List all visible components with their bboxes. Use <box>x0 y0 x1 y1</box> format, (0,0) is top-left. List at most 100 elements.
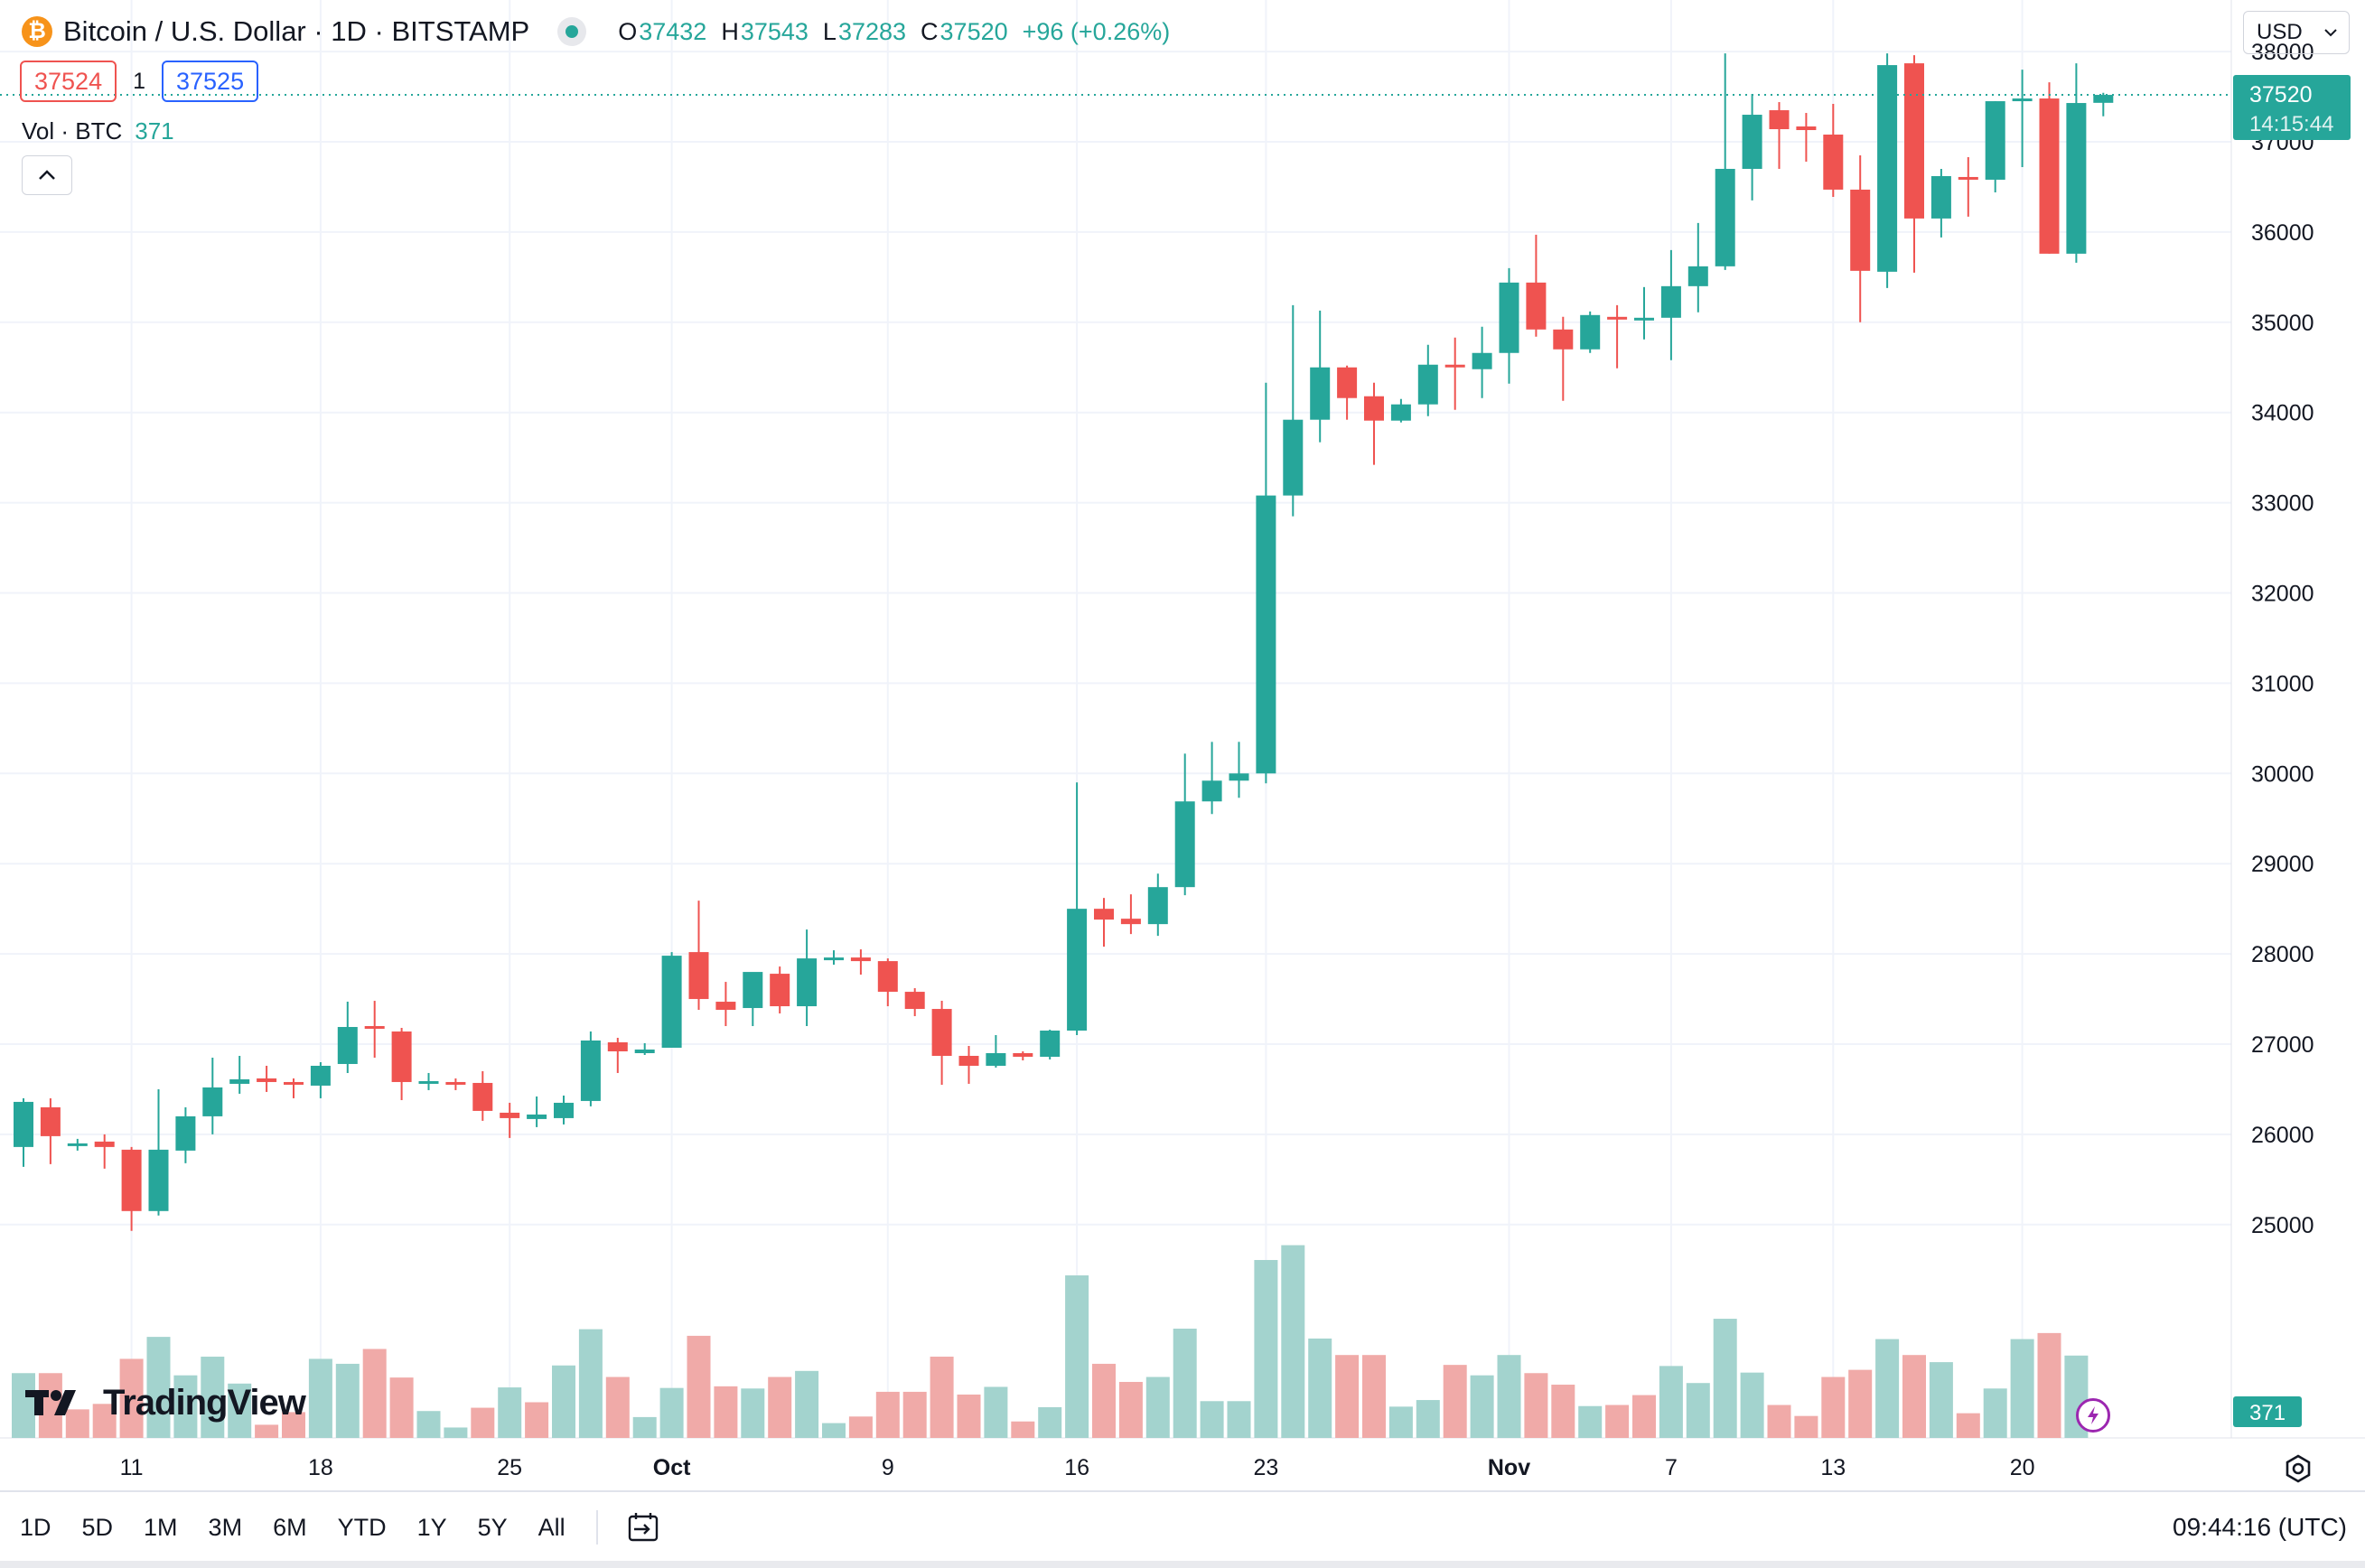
volume-bar <box>578 1329 603 1438</box>
candle <box>1769 102 1790 169</box>
close-value: 37520 <box>939 17 1008 45</box>
calendar-goto-icon <box>628 1513 658 1542</box>
candle <box>1553 316 1574 401</box>
candle-body <box>770 974 790 1007</box>
candle-body <box>1417 364 1438 405</box>
sell-price-button[interactable]: 37524 <box>20 61 117 102</box>
currency-select[interactable]: USD <box>2243 11 2350 54</box>
market-status-icon[interactable] <box>566 25 579 38</box>
buy-price-button[interactable]: 37525 <box>162 61 259 102</box>
volume-bar <box>92 1404 117 1438</box>
candle <box>14 1097 33 1167</box>
price-tick-label: 35000 <box>2251 311 2314 336</box>
volume-bar <box>1686 1383 1710 1438</box>
range-5d-button[interactable]: 5D <box>81 1513 114 1541</box>
price-tick-label: 27000 <box>2251 1032 2314 1058</box>
volume-bar <box>1254 1260 1278 1438</box>
candle-body <box>661 956 682 1048</box>
candle-body <box>121 1149 142 1211</box>
candle <box>202 1057 223 1134</box>
volume-bar <box>1011 1421 1035 1438</box>
candle-body <box>284 1081 304 1085</box>
volume-bar <box>308 1358 332 1438</box>
candle-body <box>904 992 925 1010</box>
collapse-legend-button[interactable] <box>22 155 72 195</box>
candle-body <box>472 1082 493 1111</box>
volume-bar <box>822 1423 846 1438</box>
volume-bar <box>389 1377 414 1438</box>
grid-lines <box>0 0 2365 1439</box>
candle <box>337 1002 358 1073</box>
candle-body <box>1553 329 1574 350</box>
time-axis[interactable]: 11 18 25 Oct 9 16 23 Nov 7 13 20 <box>120 1455 2035 1480</box>
volume-bar <box>1065 1275 1089 1438</box>
open-label: O <box>618 17 638 45</box>
candle <box>148 1088 169 1216</box>
volume-bar <box>741 1388 765 1438</box>
candle-body <box>1499 282 1519 353</box>
symbol-title[interactable]: Bitcoin / U.S. Dollar · 1D · BITSTAMP <box>63 15 530 47</box>
volume-bar <box>1956 1413 1980 1438</box>
volume-bar <box>282 1412 305 1438</box>
candle <box>2093 92 2114 117</box>
candle <box>1120 894 1141 935</box>
range-1y-button[interactable]: 1Y <box>416 1513 447 1541</box>
candle-body <box>1985 101 2005 180</box>
volume-bar <box>875 1391 900 1438</box>
go-to-date-button[interactable] <box>623 1507 663 1547</box>
volume-bar <box>1983 1388 2007 1438</box>
volume-legend[interactable]: Vol · BTC 371 <box>22 117 174 145</box>
candle-body <box>931 1009 952 1056</box>
candle <box>2012 70 2033 167</box>
candle <box>634 1043 655 1055</box>
candle <box>1877 53 1898 288</box>
volume-bar <box>65 1409 89 1438</box>
time-tick-label: 13 <box>1820 1455 1846 1480</box>
candle-body <box>391 1031 412 1082</box>
volume-bar <box>1200 1401 1224 1438</box>
candle-body <box>1715 168 1735 266</box>
volume-bar <box>687 1335 711 1438</box>
candle <box>1229 742 1249 798</box>
range-5y-button[interactable]: 5Y <box>477 1513 508 1541</box>
volume-bar <box>659 1387 684 1438</box>
candle-body <box>1444 364 1465 368</box>
tradingview-logo[interactable]: TradingView <box>25 1380 306 1425</box>
price-tick-label: 31000 <box>2251 671 2314 696</box>
range-1m-button[interactable]: 1M <box>144 1513 178 1541</box>
candle-body <box>67 1143 88 1146</box>
chart-settings-icon[interactable] <box>2280 1451 2316 1487</box>
price-tick-label: 33000 <box>2251 491 2314 517</box>
high-label: H <box>721 17 739 45</box>
candle <box>770 966 790 1014</box>
bitcoin-coin-icon[interactable]: ₿ <box>22 16 52 47</box>
time-tick-label: 25 <box>497 1455 522 1480</box>
volume-bar <box>1875 1339 1900 1438</box>
candle <box>310 1061 331 1098</box>
range-3m-button[interactable]: 3M <box>208 1513 243 1541</box>
price-axis[interactable]: 25000 26000 27000 28000 29000 30000 31000 32000… <box>2251 40 2314 1238</box>
candle-body <box>1174 801 1195 888</box>
range-ytd-button[interactable]: YTD <box>337 1513 387 1541</box>
candle <box>580 1031 601 1106</box>
candle <box>67 1138 88 1151</box>
volume-bar <box>1092 1363 1116 1438</box>
candle <box>1850 154 1871 322</box>
range-6m-button[interactable]: 6M <box>273 1513 307 1541</box>
price-tick-label: 28000 <box>2251 942 2314 967</box>
volume-bar <box>444 1427 468 1438</box>
candle-body <box>1283 419 1304 496</box>
utc-clock[interactable]: 09:44:16 (UTC) <box>2173 1513 2347 1541</box>
candle-body <box>1364 396 1384 421</box>
volume-bar <box>1145 1377 1170 1438</box>
range-all-button[interactable]: All <box>538 1513 566 1541</box>
range-1d-button[interactable]: 1D <box>20 1513 51 1541</box>
candle <box>1607 304 1628 369</box>
candle-body <box>2012 98 2033 102</box>
price-chart[interactable]: 25000 26000 27000 28000 29000 30000 31000 32000… <box>0 0 2365 1490</box>
volume-bar <box>362 1349 387 1438</box>
tradingview-logo-icon <box>25 1390 76 1415</box>
candle-body <box>310 1065 331 1086</box>
volume-bar <box>1659 1366 1683 1438</box>
lightning-icon[interactable] <box>2076 1398 2110 1433</box>
